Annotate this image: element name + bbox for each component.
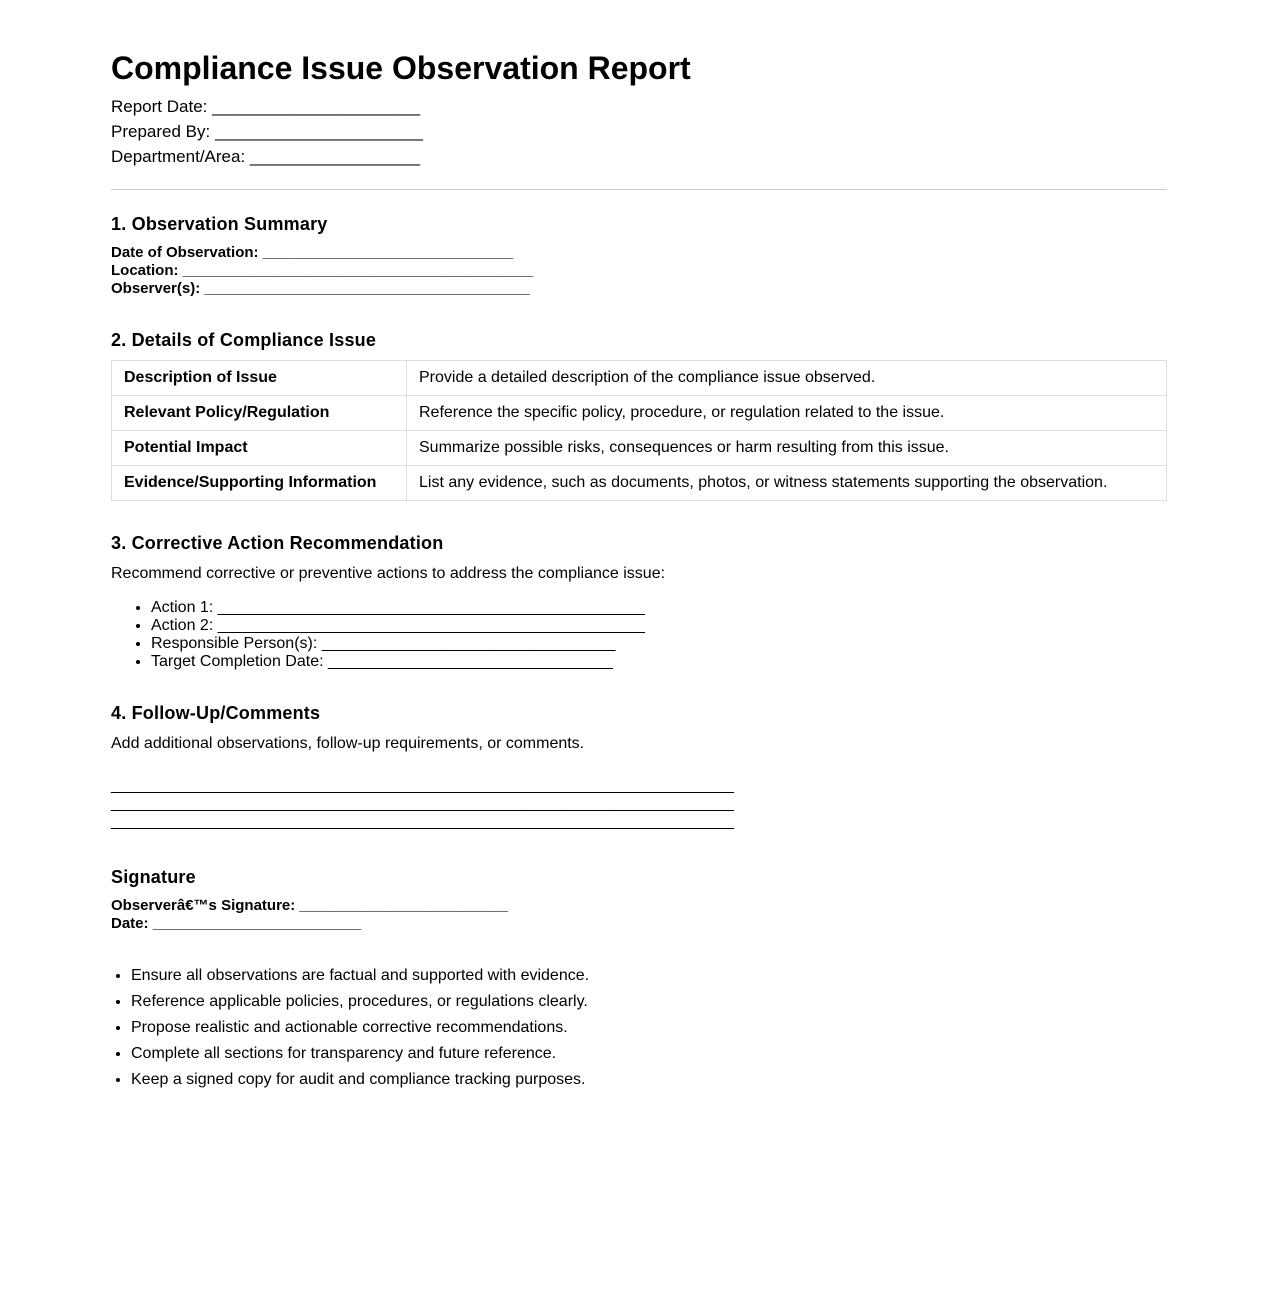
follow-up-section: 4. Follow-Up/Comments Add additional obs…: [111, 701, 1167, 831]
list-item: Keep a signed copy for audit and complia…: [131, 1067, 1167, 1093]
observer-signature-field: Observerâ€™s Signature: ________________…: [111, 897, 508, 914]
document: Compliance Issue Observation Report Repo…: [111, 0, 1167, 1093]
location-field: Location: ______________________________…: [111, 262, 534, 279]
observation-summary-section: 1. Observation Summary Date of Observati…: [111, 212, 1167, 298]
page-title: Compliance Issue Observation Report: [111, 50, 691, 86]
section-heading: 4. Follow-Up/Comments: [111, 703, 321, 723]
date-of-observation-field: Date of Observation: ___________________…: [111, 244, 513, 261]
report-date-field: Report Date: ______________________: [111, 97, 421, 116]
table-row: Relevant Policy/Regulation Reference the …: [111, 395, 1167, 431]
list-item: Responsible Person(s): _________________…: [151, 635, 1167, 653]
section-heading: 2. Details of Compliance Issue: [111, 330, 377, 350]
corrective-action-section: 3. Corrective Action Recommendation Reco…: [111, 531, 1167, 671]
list-item: Propose realistic and actionable correct…: [131, 1015, 1167, 1041]
notes-list: Ensure all observations are factual and …: [111, 963, 1167, 1093]
table-row: Evidence/Supporting Information List any …: [111, 465, 1167, 501]
signature-date-field: Date: _________________________: [111, 915, 362, 932]
section-heading: 1. Observation Summary: [111, 214, 328, 234]
comment-line: ________________________________________…: [111, 777, 734, 794]
prepared-by-field: Prepared By: ______________________: [111, 122, 423, 141]
comment-line: ________________________________________…: [111, 795, 734, 812]
divider: [111, 189, 1167, 190]
list-item: Reference applicable policies, procedure…: [131, 989, 1167, 1015]
observers-field: Observer(s): ___________________________…: [111, 280, 530, 297]
section-intro: Recommend corrective or preventive actio…: [111, 565, 666, 582]
list-item: Complete all sections for transparency a…: [131, 1041, 1167, 1067]
table-row: Description of Issue Provide a detailed d…: [111, 360, 1167, 396]
section-intro: Add additional observations, follow-up r…: [111, 735, 585, 752]
section-heading: 3. Corrective Action Recommendation: [111, 533, 444, 553]
section-heading: Signature: [111, 867, 196, 887]
comment-line: ________________________________________…: [111, 813, 734, 830]
signature-section: Signature Observerâ€™s Signature: ______…: [111, 865, 1167, 933]
table-row: Potential Impact Summarize possible risks…: [111, 430, 1167, 466]
list-item: Action 2: ______________________________…: [151, 617, 1167, 635]
list-item: Action 1: ______________________________…: [151, 599, 1167, 617]
details-table: Description of Issue Provide a detailed d…: [111, 360, 1167, 501]
details-section: 2. Details of Compliance Issue Descripti…: [111, 328, 1167, 501]
list-item: Target Completion Date: ________________…: [151, 653, 1167, 671]
list-item: Ensure all observations are factual and …: [131, 963, 1167, 989]
report-meta: Report Date: ______________________ Prep…: [111, 94, 1167, 169]
department-field: Department/Area: __________________: [111, 147, 421, 166]
